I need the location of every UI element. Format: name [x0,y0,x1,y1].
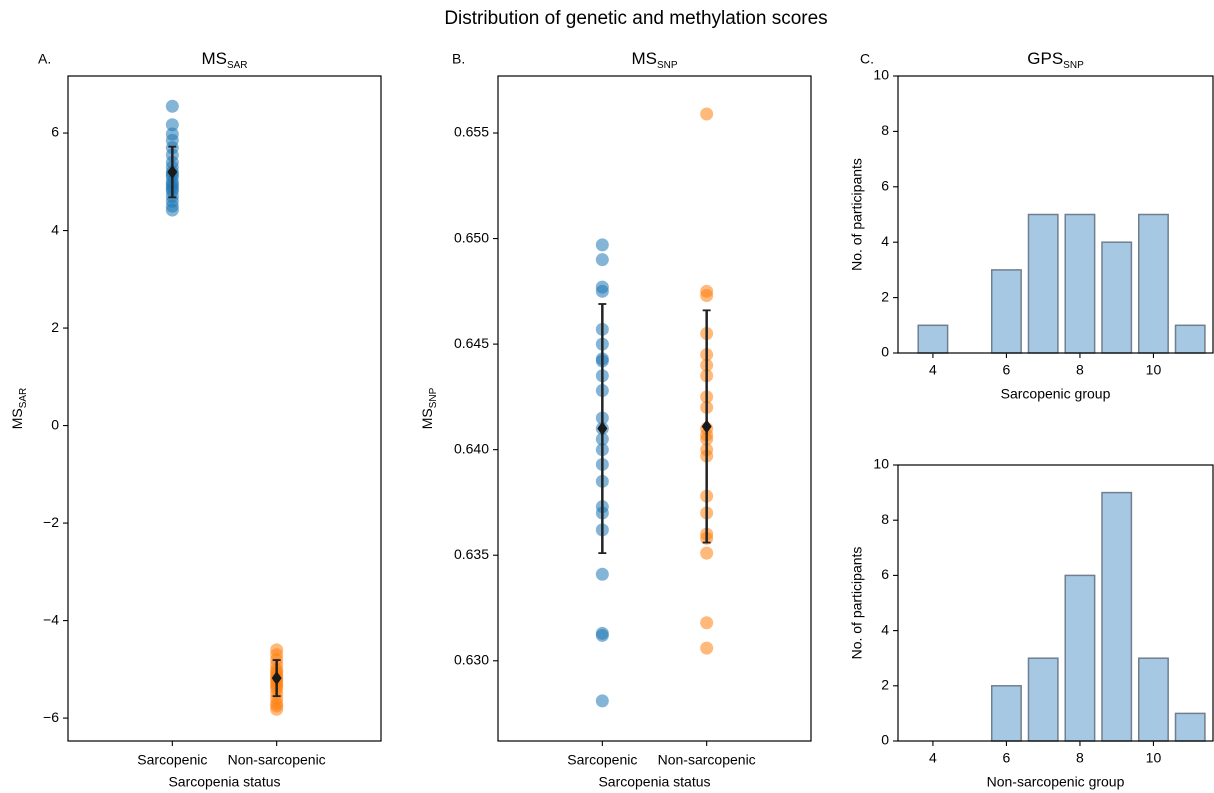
y-tick-label: −2 [43,514,59,530]
bar [917,324,949,354]
x-tick-label: 4 [929,362,937,378]
x-axis-label: Sarcopenia status [598,774,710,790]
y-tick-label: 0.645 [454,335,489,351]
x-tick-label: Non-sarcopenic [228,752,326,768]
panel-label: C. [860,51,874,67]
panel-title-main: MS [631,49,657,68]
mean-marker [597,421,608,436]
y-tick-label: 0 [881,344,889,360]
y-axis-label: No. of participants [849,158,865,271]
panel-title: GPSSNP [1027,49,1084,71]
y-tick-label: 0 [881,732,889,748]
y-tick-label: 8 [881,122,889,138]
y-axis-label: MSSNP [419,387,439,429]
mean-marker [167,165,178,180]
y-tick-label: 0.640 [454,440,489,456]
x-tick-label: 6 [1003,362,1011,378]
point [270,702,284,716]
x-axis-label: Sarcopenia status [168,774,280,790]
mean-marker [701,419,712,434]
y-tick-label: 2 [51,319,59,335]
y-tick-label: 4 [51,221,59,237]
y-tick-label: 6 [881,566,889,582]
panel-title-main: MS [201,49,227,68]
y-tick-label: 4 [881,621,889,637]
mean-marker [271,671,282,686]
y-axis-label-sub: SAR [18,388,29,409]
point [700,546,714,560]
point [595,253,609,267]
axes-frame [897,75,1214,354]
panel-title: MSSAR [201,49,247,71]
bar [1027,657,1059,742]
panel-label: A. [38,51,51,67]
x-axis-label: Sarcopenic group [1001,386,1111,402]
panel-title-sub: SAR [227,60,248,71]
bar [1064,213,1096,354]
y-axis-label: No. of participants [849,547,865,660]
bar [1064,574,1096,742]
bar [1101,491,1133,742]
y-tick-label: 0.650 [454,229,489,245]
point [165,99,179,113]
y-axis-label-main: MS [419,408,435,429]
point [700,289,714,303]
bar [990,685,1022,742]
y-tick-label: 6 [51,124,59,140]
panel-label: B. [452,51,465,67]
x-tick-label: 6 [1003,750,1011,766]
point [595,694,609,708]
x-tick-label: 10 [1146,362,1162,378]
y-tick-label: 6 [881,178,889,194]
y-axis-label: MSSAR [9,388,29,430]
point [595,284,609,298]
point [700,616,714,630]
bar [1138,213,1169,354]
panel-title: MSSNP [631,49,677,71]
x-axis-label: Non-sarcopenic group [987,774,1125,790]
point [595,628,609,642]
y-axis-label-sub: SNP [428,387,439,408]
x-tick-label: 4 [929,750,937,766]
x-tick-label: 10 [1146,750,1162,766]
bar [1138,657,1169,742]
y-tick-label: 2 [881,677,889,693]
figure-title: Distribution of genetic and methylation … [444,8,827,29]
bar [1101,241,1133,354]
x-tick-label: Non-sarcopenic [658,752,756,768]
y-tick-label: 0.655 [454,124,489,140]
axes-frame [67,75,382,742]
point [165,118,179,132]
bar [1174,324,1206,354]
y-tick-label: 4 [881,233,889,249]
y-tick-label: −6 [43,709,59,725]
y-tick-label: 0.630 [454,651,489,667]
x-tick-label: 8 [1076,750,1084,766]
y-tick-label: 2 [881,288,889,304]
x-tick-label: Sarcopenic [137,752,207,768]
axes-frame [497,75,812,742]
axes-frame [897,464,1214,742]
y-tick-label: −4 [43,611,59,627]
y-axis-label-main: MS [9,408,25,429]
y-tick-label: 0.635 [454,546,489,562]
point [595,567,609,581]
panel-title-sub: SNP [657,60,678,71]
x-tick-label: 8 [1076,362,1084,378]
y-tick-label: 10 [873,456,889,472]
point [595,238,609,252]
bar [1174,712,1206,742]
panel-title-main: GPS [1027,49,1063,68]
y-tick-label: 0 [51,416,59,432]
x-tick-label: Sarcopenic [567,752,637,768]
bar [1027,213,1059,354]
point [165,203,179,217]
y-tick-label: 8 [881,511,889,527]
point [700,107,714,121]
panel-title-sub: SNP [1063,60,1084,71]
bar [990,269,1022,354]
y-tick-label: 10 [873,67,889,83]
point [700,641,714,655]
